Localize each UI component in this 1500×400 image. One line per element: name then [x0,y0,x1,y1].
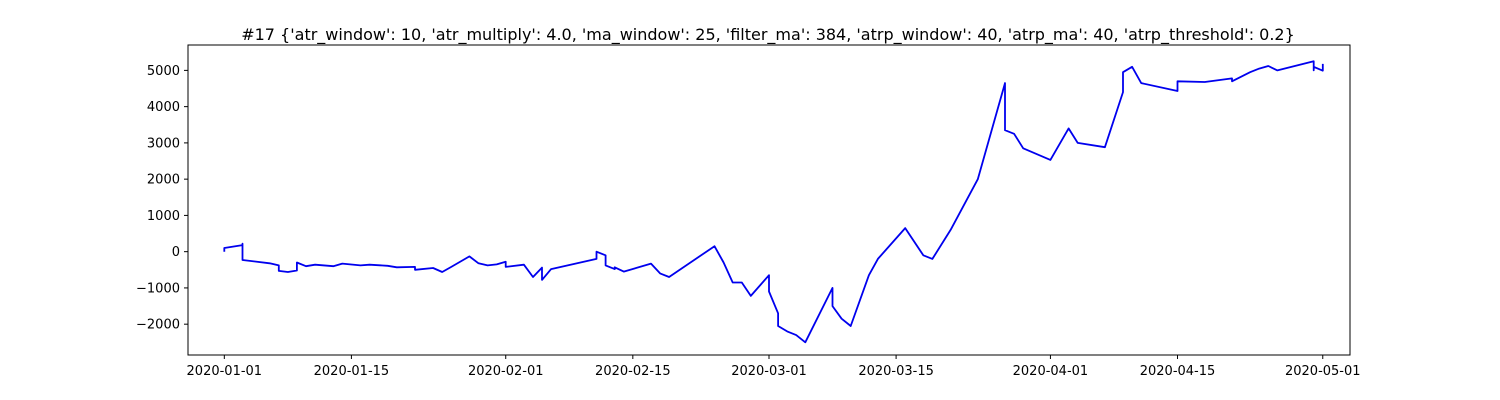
y-tick-label: 4000 [147,100,180,115]
y-tick-label: 3000 [147,136,180,151]
x-tick-label: 2020-02-15 [595,364,671,379]
x-tick-label: 2020-05-01 [1285,364,1361,379]
x-tick-label: 2020-02-01 [468,364,544,379]
y-axis: −2000 −1000 0 1000 2000 3000 4000 5000 [136,64,188,333]
x-tick-label: 2020-03-01 [731,364,807,379]
series-line [223,60,1324,344]
y-tick-label: 1000 [147,209,180,224]
y-tick-label: −1000 [136,281,180,296]
chart-title: #17 {'atr_window': 10, 'atr_multiply': 4… [241,25,1295,45]
x-tick-label: 2020-01-01 [187,364,263,379]
y-tick-label: −2000 [136,318,180,333]
x-tick-label: 2020-03-15 [858,364,934,379]
y-tick-label: 5000 [147,64,180,79]
x-tick-label: 2020-04-01 [1013,364,1089,379]
x-tick-label: 2020-04-15 [1140,364,1216,379]
y-tick-label: 2000 [147,173,180,188]
x-tick-label: 2020-01-15 [314,364,390,379]
series-layer [223,60,1324,344]
y-tick-label: 0 [172,245,180,260]
x-axis: 2020-01-01 2020-01-15 2020-02-01 2020-02-15… [187,355,1361,379]
